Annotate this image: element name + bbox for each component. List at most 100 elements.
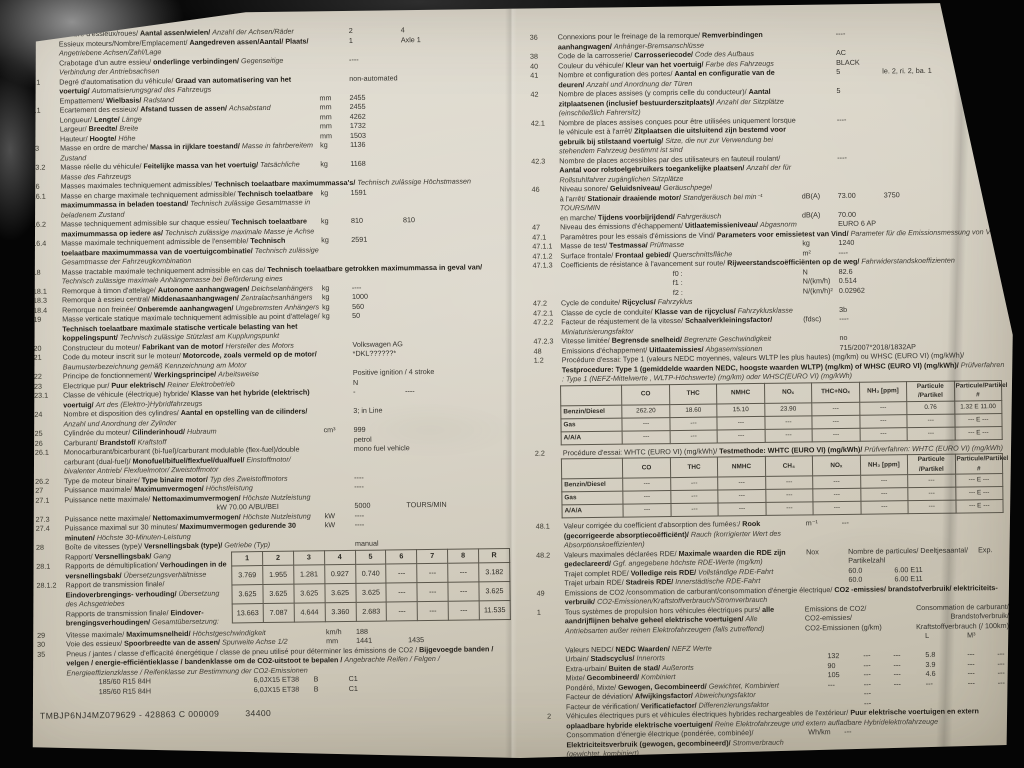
cell: --- xyxy=(717,415,765,430)
item-number xyxy=(36,552,63,562)
column-header: Particule/Partikel # xyxy=(954,453,1008,475)
unit: kg xyxy=(320,187,329,197)
cell: --- xyxy=(812,475,861,489)
column-header: 4 xyxy=(324,549,356,565)
gear-ratio-section: Rapport/ Versnellingsbak/ Gang 28.1 Rappor… xyxy=(36,547,511,629)
load-index: B xyxy=(313,683,319,693)
value-1: 5 xyxy=(836,66,841,77)
item-number: 26.1 xyxy=(34,447,49,457)
unit: km xyxy=(808,755,819,765)
value-2 xyxy=(403,186,506,216)
value-1: 50 xyxy=(352,310,361,320)
spacer xyxy=(997,630,1009,640)
cell: --- xyxy=(623,503,671,518)
unit xyxy=(319,54,347,73)
unit: kg xyxy=(322,311,330,321)
row-label: Nombre de places accessibles par des uti… xyxy=(559,153,799,184)
item-number: 47.1.1 xyxy=(532,241,553,251)
label-de: Fahrgeräusch xyxy=(676,210,722,221)
value-1: 1240 xyxy=(838,237,855,248)
value-1: ---- xyxy=(838,247,849,257)
co2-value: --- xyxy=(863,650,871,660)
co2-value: --- xyxy=(827,679,835,689)
label-nl: Begrensde snelheid/ xyxy=(611,334,683,345)
cell: --- xyxy=(623,490,671,505)
unit xyxy=(804,343,838,353)
column-header: 7 xyxy=(416,548,448,564)
item-number xyxy=(538,692,564,702)
co2-value: 105 xyxy=(827,670,840,680)
cell: 3.769 xyxy=(231,565,263,585)
label-fr: Empattement/ xyxy=(59,95,105,106)
item-number: 48.2 xyxy=(536,550,551,560)
label-de: Geräuschpegel xyxy=(663,182,712,193)
cell: 0.740 xyxy=(355,563,387,583)
co2-value: 90 xyxy=(827,660,836,670)
label-de: Fahrzyklus xyxy=(657,296,693,307)
co2-value: --- xyxy=(863,688,872,698)
unit xyxy=(324,434,352,444)
label-fr: Crabotage d'un autre essieu/ xyxy=(58,56,152,68)
label-de: Fahrwiderstandskoeffizienten xyxy=(861,255,955,266)
label-de: Anhänger-Bremsanschlüsse xyxy=(613,40,705,51)
column-header: 5 xyxy=(355,549,387,564)
item-number: 27.1 xyxy=(35,495,50,505)
label-fr: Masse réelle du véhicule/ xyxy=(60,161,142,172)
label-nl: Verificatiefactor/ xyxy=(640,700,697,710)
cell: --- xyxy=(386,563,418,583)
label-nl: Gewogen, Gecombineerd/ xyxy=(617,681,707,692)
co2-value: --- xyxy=(893,659,901,669)
label-fr: Urbain/ xyxy=(565,654,589,664)
label-fr: f1 : xyxy=(672,277,683,288)
item-number: 4.1 xyxy=(30,105,41,115)
sub-item-number: 1 xyxy=(536,607,541,617)
label-fr: Vitesse maximale/ xyxy=(65,629,125,639)
label-fr: Voie des essieux/ xyxy=(66,638,123,649)
label-nl: Volledige reis RDE/ xyxy=(630,567,697,578)
item-number: 28.1.2 xyxy=(36,580,57,590)
row-label: Rapports de transmission finale/ Eindove… xyxy=(66,607,229,628)
row-label: Masse verticale statique maximale techni… xyxy=(62,311,320,343)
value-2 xyxy=(891,753,1011,758)
value-1: AC xyxy=(835,47,847,58)
value-2: 810 xyxy=(402,215,416,225)
label-de: Höchste 30-Minuten-Leistung xyxy=(96,531,191,542)
value-2 xyxy=(883,150,1003,180)
label-nl: Buiten de stad/ xyxy=(608,662,661,673)
row-label: Masse en charge maximale techniquement a… xyxy=(61,188,319,220)
label-de: Höchstgeschwindigkeit xyxy=(192,627,266,638)
value-2 xyxy=(407,518,510,538)
gear-label-row: 28.1.2 Rapport de transmission finale/ Ei… xyxy=(36,578,228,609)
row-item: Autonomie en mode électrique/ Elektrisch… xyxy=(539,753,1011,765)
column-header: THC xyxy=(670,456,718,478)
cell: --- xyxy=(765,501,814,516)
label-nl: Carrosseriecode/ xyxy=(634,49,694,60)
rde-exp-header: Exp. xyxy=(977,544,993,554)
item-number: 24 xyxy=(34,409,43,419)
label-nl: Onberemde aanhangwagen/ xyxy=(137,302,234,314)
value-2 xyxy=(406,442,509,472)
column-header: 1 xyxy=(231,551,263,566)
label-de: Hersteller des Motors xyxy=(225,340,294,350)
cell: --- xyxy=(669,429,718,444)
label-fr: Couleur du véhicule/ xyxy=(558,60,624,70)
label-de: Code des Aufbaus xyxy=(694,49,754,59)
cell: --- xyxy=(859,427,908,441)
label-nl: Werkingsprincipe/ xyxy=(153,369,217,380)
unit: mm xyxy=(326,636,339,646)
column-header: NMHC xyxy=(716,382,765,404)
value-1: EURO 6 AP xyxy=(838,218,877,229)
label-fr: Carburant/ xyxy=(63,437,98,447)
item-number: 47.2.3 xyxy=(533,336,554,346)
column-header xyxy=(560,384,623,406)
unit xyxy=(325,539,353,549)
cell: --- xyxy=(669,416,718,431)
item-number: 29 xyxy=(36,630,46,640)
unit xyxy=(319,73,347,92)
header-line: Brandstofverbruik/ xyxy=(950,610,1009,621)
item-number: 16 xyxy=(31,181,40,191)
unit xyxy=(319,26,347,36)
item-number: 26 xyxy=(34,438,43,448)
